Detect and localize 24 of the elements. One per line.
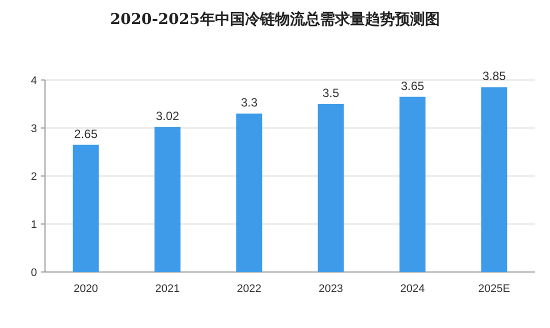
data-label: 3.02 <box>156 109 180 124</box>
x-tick-label: 2024 <box>400 283 425 295</box>
bar <box>236 114 262 272</box>
x-tick-label: 2025E <box>478 283 510 295</box>
y-tick-label: 2 <box>30 171 37 183</box>
data-label: 3.85 <box>482 69 506 84</box>
x-tick-label: 2020 <box>74 283 98 295</box>
y-tick-label: 0 <box>30 267 37 279</box>
bar <box>481 87 508 272</box>
x-tick-label: 2022 <box>236 283 262 295</box>
bar <box>72 144 99 272</box>
data-label: 2.65 <box>74 126 98 141</box>
data-label: 3.3 <box>240 96 258 110</box>
bar <box>318 104 344 272</box>
bar <box>400 96 426 272</box>
y-tick-label: 1 <box>30 219 37 231</box>
y-tick-label: 4 <box>30 75 37 87</box>
data-label: 3.5 <box>322 86 340 100</box>
data-label: 3.65 <box>400 78 424 93</box>
bar <box>154 127 180 272</box>
chart-title: 2020-2025年中国冷链物流总需求量趋势预测图 <box>110 10 440 28</box>
x-tick-label: 2021 <box>155 283 180 295</box>
y-tick-label: 3 <box>30 123 37 135</box>
x-tick-label: 2023 <box>318 283 344 295</box>
